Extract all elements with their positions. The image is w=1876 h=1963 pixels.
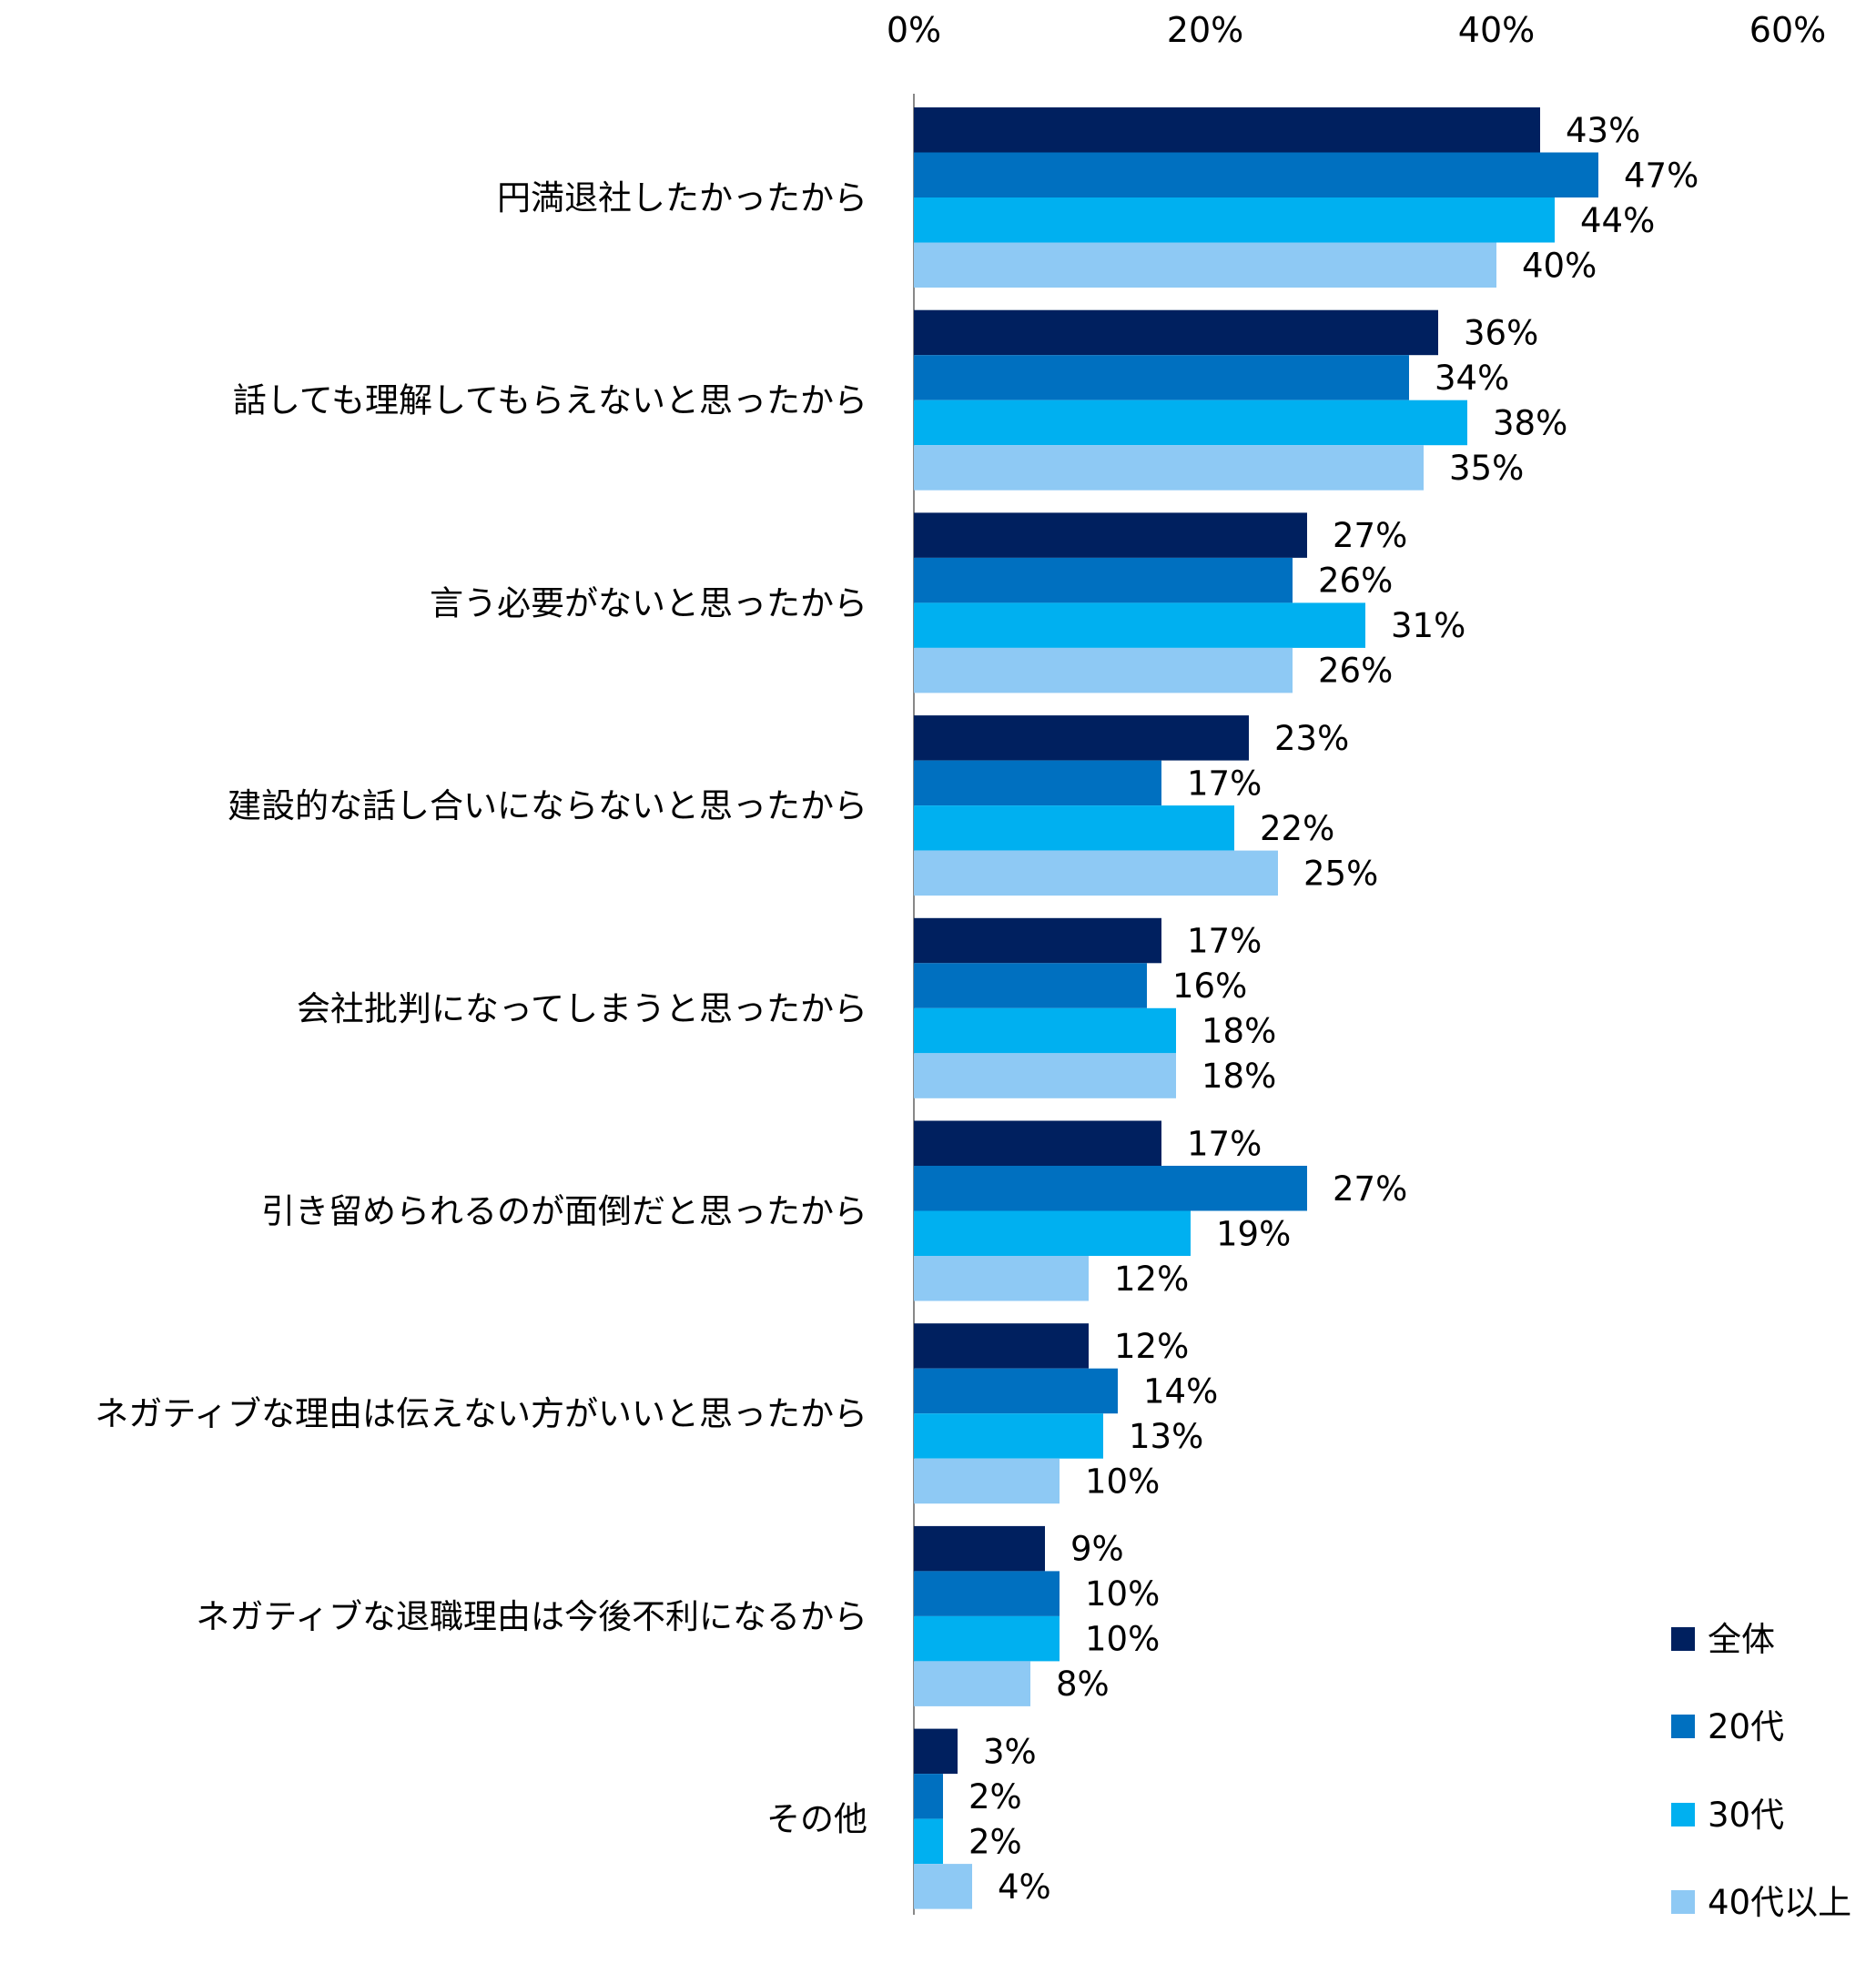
data-label: 4% [998,1867,1051,1907]
data-label: 19% [1216,1214,1291,1253]
bar [914,512,1307,558]
x-tick-label: 60% [1749,10,1826,50]
bar [914,1774,943,1819]
bar [914,1323,1089,1369]
data-label: 9% [1070,1530,1124,1569]
legend-swatch [1671,1715,1695,1738]
data-label: 17% [1187,764,1262,803]
bar [914,1864,972,1909]
bar [914,1368,1118,1414]
data-label: 26% [1318,562,1393,601]
bar [914,1166,1307,1211]
bar [914,152,1598,197]
x-tick-label: 40% [1458,10,1535,50]
bar [914,400,1467,446]
data-label: 26% [1318,652,1393,691]
data-label: 23% [1274,719,1349,758]
bar [914,1728,958,1775]
bar [914,1661,1030,1706]
x-tick-label: 0% [887,10,941,50]
legend-swatch [1671,1627,1695,1651]
bar [914,309,1438,356]
data-label: 3% [983,1732,1037,1771]
bar [914,715,1249,761]
data-label: 10% [1085,1620,1160,1659]
bar [914,760,1161,806]
category-label: 話しても理解してもらえないと思ったから [233,381,867,420]
data-label: 25% [1303,854,1378,893]
bar [914,1413,1103,1459]
data-label: 2% [968,1777,1022,1816]
bar [914,1571,1060,1616]
bar [914,1210,1191,1256]
bar [914,1120,1161,1166]
bar [914,963,1147,1008]
bar [914,1458,1060,1504]
data-label: 8% [1056,1665,1110,1704]
data-label: 17% [1187,1124,1262,1163]
bar [914,242,1496,288]
category-label: 引き留められるのが面倒だと思ったから [261,1192,867,1231]
data-label: 40% [1522,246,1597,285]
data-label: 16% [1172,966,1247,1006]
bar [914,850,1278,896]
category-label: 建設的な話し合いにならないと思ったから [228,786,867,825]
data-label: 10% [1085,1462,1160,1501]
bar [914,917,1161,964]
legend-swatch [1671,1890,1695,1914]
category-label: ネガティブな理由は伝えない方がいいと思ったから [95,1394,867,1433]
category-label: ネガティブな退職理由は今後不利になるから [196,1597,867,1636]
data-label: 12% [1114,1260,1189,1299]
data-label: 12% [1114,1327,1189,1366]
data-label: 36% [1464,313,1538,352]
bar [914,647,1293,693]
bar [914,805,1234,851]
bar [914,355,1409,400]
legend-label: 30代 [1708,1796,1784,1835]
bar [914,1818,943,1865]
data-label: 47% [1624,156,1699,195]
bar [914,1007,1176,1054]
category-label: その他 [766,1800,867,1839]
data-label: 10% [1085,1574,1160,1614]
bar [914,557,1293,603]
bar [914,1053,1176,1098]
data-label: 35% [1449,449,1524,488]
data-label: 18% [1202,1057,1276,1096]
data-label: 17% [1187,922,1262,961]
legend-swatch [1671,1803,1695,1826]
category-label: 言う必要がないと思ったから [430,583,867,622]
bar [914,197,1555,243]
legend-label: 全体 [1708,1620,1775,1659]
data-label: 18% [1202,1012,1276,1051]
category-label: 会社批判になってしまうと思ったから [297,989,867,1028]
data-label: 27% [1333,516,1407,555]
data-label: 38% [1493,403,1567,442]
data-label: 22% [1260,809,1334,848]
category-label: 円満退社したかったから [497,178,867,218]
data-label: 34% [1435,359,1509,398]
legend-label: 20代 [1708,1707,1784,1746]
legend-label: 40代以上 [1708,1883,1851,1922]
bar [914,1256,1089,1301]
data-label: 31% [1391,606,1465,645]
bar [914,1525,1045,1572]
data-label: 27% [1333,1169,1407,1209]
data-label: 13% [1129,1417,1203,1456]
bar [914,1615,1060,1662]
data-label: 44% [1580,201,1655,240]
bar [914,445,1424,491]
data-label: 2% [968,1822,1022,1861]
data-label: 14% [1143,1371,1218,1411]
bar [914,107,1540,153]
bar [914,602,1365,648]
data-label: 43% [1566,111,1640,150]
x-tick-label: 20% [1167,10,1243,50]
